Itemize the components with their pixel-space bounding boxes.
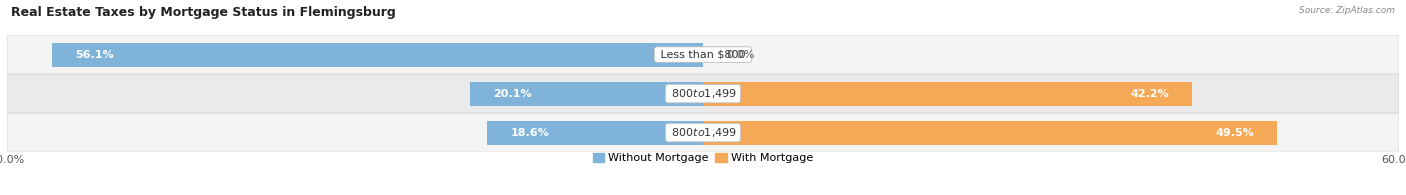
Bar <box>52 43 703 67</box>
FancyBboxPatch shape <box>7 113 1399 152</box>
Text: 56.1%: 56.1% <box>76 50 114 60</box>
Text: 20.1%: 20.1% <box>494 89 531 99</box>
Legend: Without Mortgage, With Mortgage: Without Mortgage, With Mortgage <box>588 148 818 168</box>
Text: Real Estate Taxes by Mortgage Status in Flemingsburg: Real Estate Taxes by Mortgage Status in … <box>11 6 396 19</box>
Bar <box>488 121 703 145</box>
Text: 49.5%: 49.5% <box>1215 128 1254 138</box>
Text: 42.2%: 42.2% <box>1130 89 1170 99</box>
Text: $800 to $1,499: $800 to $1,499 <box>668 87 738 100</box>
Text: 0.0%: 0.0% <box>725 50 755 60</box>
Bar <box>470 82 703 106</box>
FancyBboxPatch shape <box>7 74 1399 113</box>
Text: 18.6%: 18.6% <box>510 128 550 138</box>
FancyBboxPatch shape <box>7 35 1399 74</box>
Text: Source: ZipAtlas.com: Source: ZipAtlas.com <box>1299 6 1395 15</box>
Text: $800 to $1,499: $800 to $1,499 <box>668 126 738 139</box>
Bar <box>703 82 1192 106</box>
Bar <box>703 121 1277 145</box>
Text: Less than $800: Less than $800 <box>657 50 749 60</box>
